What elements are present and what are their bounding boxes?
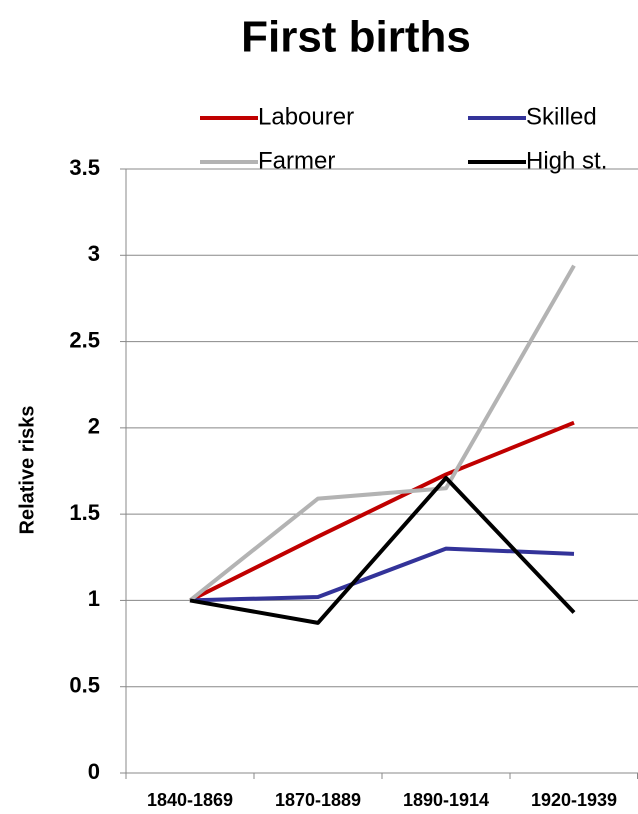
series-line: [189, 420, 575, 603]
y-tick-label: 1: [88, 586, 100, 611]
y-tick-label: 3: [88, 241, 100, 266]
y-axis-label: Relative risks: [16, 406, 38, 535]
x-tick-label: 1890-1914: [403, 790, 489, 810]
x-tick-label: 1840-1869: [147, 790, 233, 810]
y-tick-label: 0: [88, 759, 100, 784]
legend-label: High st.: [526, 147, 607, 174]
chart-title: First births: [241, 13, 471, 62]
legend-label: Labourer: [258, 103, 354, 130]
series-line: [189, 546, 575, 603]
y-tick-label: 3.5: [69, 155, 100, 180]
series-line: [189, 475, 576, 625]
y-tick-label: 2.5: [69, 327, 100, 352]
y-tick-label: 1.5: [69, 500, 100, 525]
y-tick-label: 0.5: [69, 673, 100, 698]
legend-label: Farmer: [258, 147, 335, 174]
x-tick-label: 1870-1889: [275, 790, 361, 810]
legend-label: Skilled: [526, 103, 597, 130]
y-tick-label: 2: [88, 414, 100, 439]
x-tick-label: 1920-1939: [531, 790, 617, 810]
series-line: [188, 264, 576, 602]
